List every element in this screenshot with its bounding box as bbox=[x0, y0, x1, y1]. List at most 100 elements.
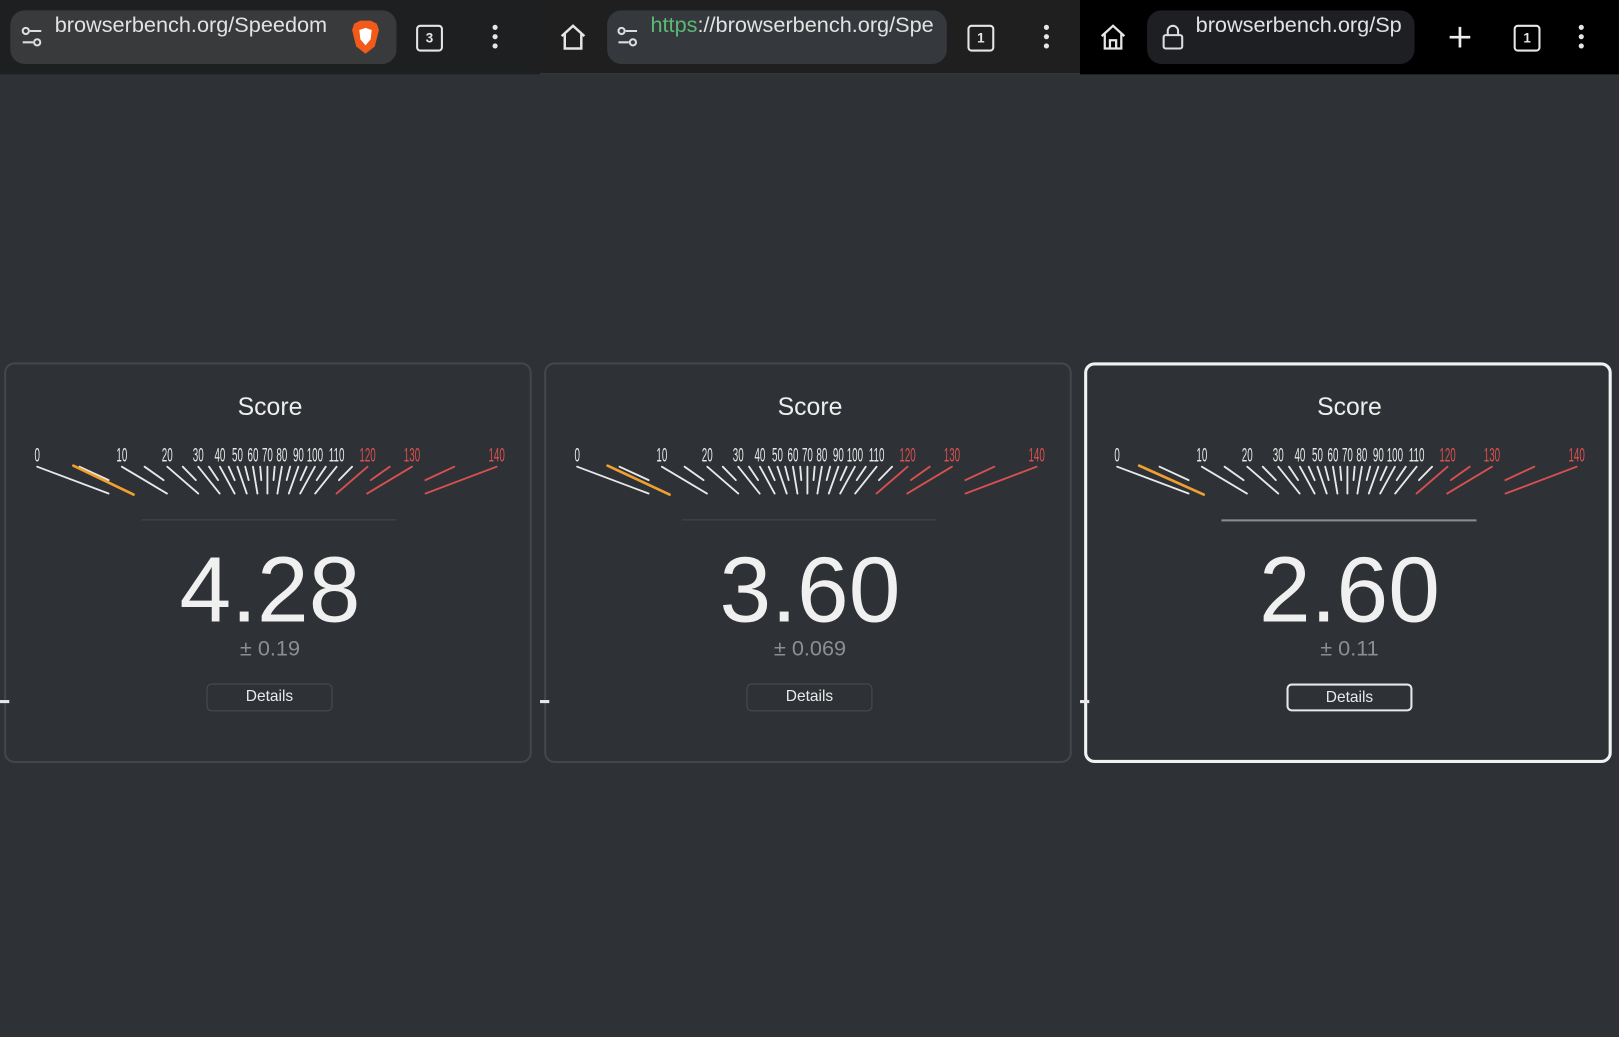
gauge-label: 10 bbox=[116, 445, 127, 467]
edge-handle[interactable] bbox=[539, 700, 550, 704]
details-button[interactable]: Details bbox=[206, 683, 333, 712]
gauge-label: 30 bbox=[1273, 445, 1284, 467]
address-bar[interactable] bbox=[1147, 10, 1415, 65]
gauge-minor-tick bbox=[799, 465, 803, 482]
gauge-minor-tick bbox=[272, 465, 276, 482]
edge-handle[interactable] bbox=[1079, 700, 1090, 704]
brave-lion-icon[interactable] bbox=[350, 20, 381, 55]
score-value: 4.28 bbox=[179, 538, 361, 643]
gauge-major-tick bbox=[287, 465, 300, 495]
gauge-label: 50 bbox=[772, 445, 783, 467]
gauge-label: 90 bbox=[293, 445, 304, 467]
gauge-label: 120 bbox=[1439, 445, 1456, 467]
gauge-label: 0 bbox=[34, 445, 40, 467]
gauge-minor-tick bbox=[1307, 465, 1316, 482]
gauge-major-tick bbox=[1356, 465, 1363, 495]
gauge-major-tick bbox=[839, 465, 856, 495]
gauge-major-tick bbox=[758, 465, 776, 495]
gauge-minor-tick bbox=[909, 465, 931, 482]
gauge-label: 70 bbox=[262, 445, 273, 467]
gauge-minor-tick bbox=[1324, 465, 1330, 482]
gauge-needle bbox=[1137, 464, 1206, 496]
gauge-major-tick bbox=[1277, 465, 1301, 495]
address-bar[interactable] bbox=[10, 10, 397, 65]
score-title: Score bbox=[237, 393, 303, 422]
gauge-minor-tick bbox=[618, 465, 650, 482]
gauge-major-tick bbox=[737, 465, 761, 495]
gauge-major-tick bbox=[366, 465, 413, 495]
gauge-minor-tick bbox=[878, 465, 894, 482]
gauge-major-tick bbox=[576, 465, 650, 495]
url-text[interactable]: https://browserbench.org/Spe bbox=[650, 13, 934, 38]
gauge-minor-tick bbox=[964, 465, 996, 482]
gauge-minor-tick bbox=[748, 465, 760, 482]
site-settings-icon[interactable] bbox=[21, 26, 44, 49]
gauge-minor-tick bbox=[1288, 465, 1300, 482]
gauge-label: 140 bbox=[488, 445, 505, 467]
gauge-label: 130 bbox=[1484, 445, 1501, 467]
more-menu-icon[interactable] bbox=[492, 24, 499, 53]
gauge-label: 0 bbox=[1114, 445, 1120, 467]
gauge-major-tick bbox=[236, 465, 248, 495]
new-tab-icon[interactable] bbox=[1449, 26, 1472, 49]
gauge-minor-tick bbox=[1418, 465, 1434, 482]
gauge-major-tick bbox=[1415, 465, 1449, 495]
tab-count-button[interactable]: 3 bbox=[416, 24, 443, 52]
site-settings-icon[interactable] bbox=[616, 26, 639, 49]
score-card bbox=[544, 362, 1072, 764]
score-value: 3.60 bbox=[719, 538, 901, 643]
home-icon[interactable] bbox=[559, 23, 588, 52]
gauge-minor-tick bbox=[1339, 465, 1343, 482]
tab-count-button[interactable]: 1 bbox=[1513, 24, 1541, 52]
gauge-label: 40 bbox=[754, 445, 765, 467]
gauge-major-tick bbox=[252, 465, 259, 495]
gauge-major-tick bbox=[964, 465, 1038, 495]
gauge-minor-tick bbox=[208, 465, 220, 482]
browser-panel-2: https://browserbench.org/Spe 1 Score 0 10… bbox=[539, 0, 1080, 1037]
divider bbox=[141, 519, 397, 521]
url-text[interactable]: browserbench.org/Sp bbox=[1195, 13, 1402, 38]
more-menu-icon[interactable] bbox=[1578, 24, 1585, 53]
gauge-minor-tick bbox=[181, 465, 197, 482]
gauge-label: 110 bbox=[1409, 445, 1425, 467]
gauge-minor-tick bbox=[683, 465, 705, 482]
browser-panel-1: browserbench.org/Speedom 3 Score 0 10 20 30… bbox=[0, 0, 540, 1037]
gauge-minor-tick bbox=[812, 465, 816, 482]
gauge-minor-tick bbox=[143, 465, 165, 482]
gauge-minor-tick bbox=[784, 465, 790, 482]
gauge-major-tick bbox=[660, 465, 708, 495]
gauge-needle bbox=[606, 464, 671, 496]
gauge-major-tick bbox=[776, 465, 788, 495]
tab-count-button[interactable]: 1 bbox=[967, 24, 995, 52]
gauge-label: 90 bbox=[1373, 445, 1384, 467]
browser-panel-3: browserbench.org/Sp 1 Score 0 10 20 30 40 50 6… bbox=[1079, 0, 1619, 1037]
url-text[interactable]: browserbench.org/Speedom bbox=[54, 13, 328, 38]
gauge-major-tick bbox=[120, 465, 168, 495]
score-error: ± 0.19 bbox=[239, 637, 301, 661]
edge-handle[interactable] bbox=[0, 700, 10, 704]
gauge-label: 50 bbox=[232, 445, 243, 467]
toolbar: browserbench.org/Speedom 3 bbox=[0, 0, 540, 75]
details-button[interactable]: Details bbox=[746, 683, 873, 712]
gauge-minor-tick bbox=[285, 465, 292, 482]
gauge-label: 80 bbox=[276, 445, 287, 467]
gauge-major-tick bbox=[1504, 465, 1578, 495]
gauge-major-tick bbox=[1316, 465, 1328, 495]
details-button[interactable]: Details bbox=[1286, 683, 1413, 712]
gauge-major-tick bbox=[792, 465, 799, 495]
gauge-label: 10 bbox=[1196, 445, 1207, 467]
gauge-major-tick bbox=[1379, 465, 1396, 495]
toolbar: browserbench.org/Sp 1 bbox=[1079, 0, 1619, 75]
gauge-major-tick bbox=[1246, 465, 1280, 495]
gauge-label: 110 bbox=[329, 445, 345, 467]
gauge-label: 50 bbox=[1312, 445, 1323, 467]
address-bar[interactable] bbox=[607, 10, 947, 65]
more-menu-icon[interactable] bbox=[1043, 24, 1050, 53]
gauge-minor-tick bbox=[1158, 465, 1190, 482]
gauge-label: 130 bbox=[944, 445, 961, 467]
gauge-major-tick bbox=[218, 465, 236, 495]
score-value: 2.60 bbox=[1259, 538, 1440, 643]
gauge-minor-tick bbox=[424, 465, 456, 482]
home-icon[interactable] bbox=[1099, 23, 1128, 52]
